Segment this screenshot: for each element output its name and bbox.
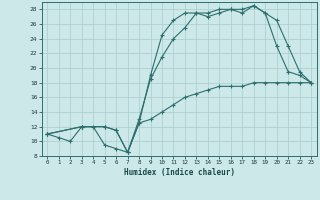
X-axis label: Humidex (Indice chaleur): Humidex (Indice chaleur) [124,168,235,177]
